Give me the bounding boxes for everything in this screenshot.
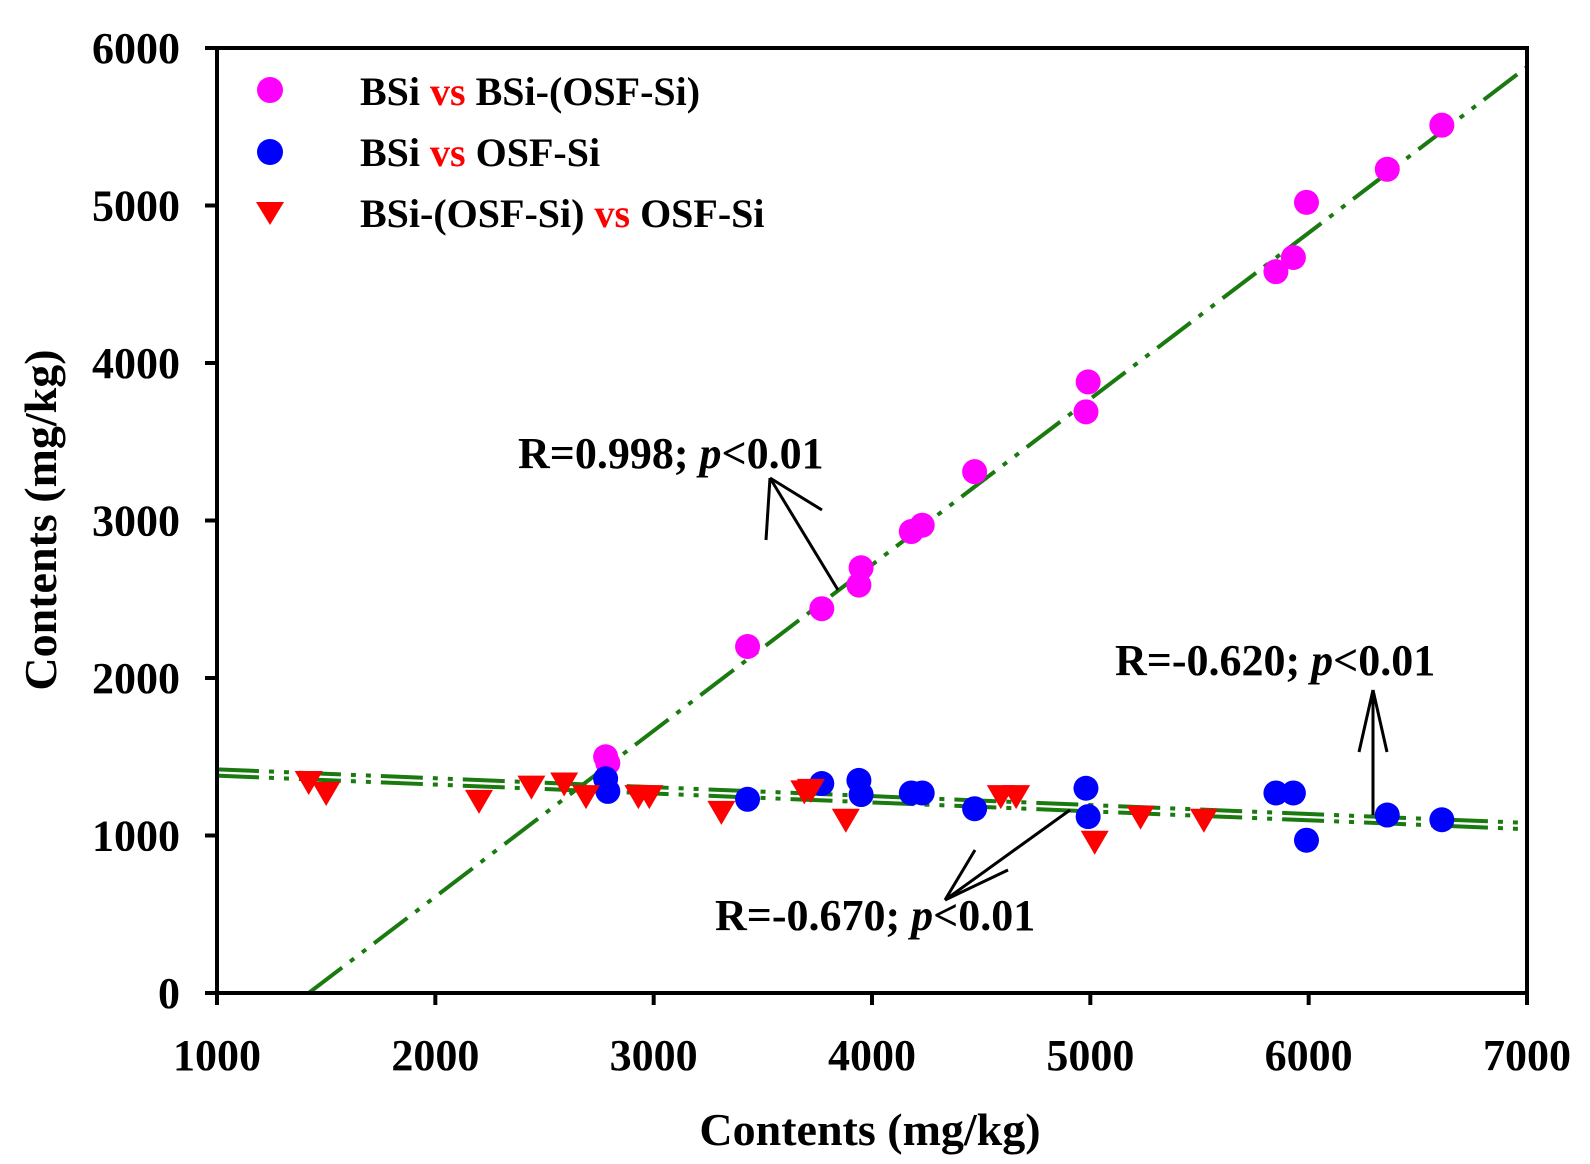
point-series-3 (1126, 805, 1155, 830)
point-series-2 (1293, 827, 1319, 853)
point-series-2 (1073, 775, 1099, 801)
point-series-3 (1189, 808, 1218, 833)
x-tick-label: 3000 (610, 1031, 698, 1080)
x-tick-label: 5000 (1046, 1031, 1134, 1080)
annotations: R=0.998; p<0.01 R=-0.620; p<0.01 R=-0.67… (518, 429, 1435, 940)
point-series-3 (707, 800, 736, 825)
legend-item-3: BSi-(OSF-Si) vs OSF-Si (360, 191, 765, 236)
x-tick-label: 1000 (173, 1031, 261, 1080)
point-series-1 (1075, 369, 1101, 395)
legend-item-2: BSi vs OSF-Si (360, 130, 600, 175)
point-series-2 (909, 780, 935, 806)
x-axis-title: Contents (mg/kg) (699, 1104, 1040, 1155)
arrow-r-0620 (1357, 689, 1389, 815)
data-points (294, 112, 1455, 855)
point-series-1 (1374, 156, 1400, 182)
y-tick-label: 3000 (92, 497, 180, 546)
y-tick-label: 0 (158, 969, 180, 1018)
point-series-2 (1429, 807, 1455, 833)
point-series-2 (595, 778, 621, 804)
point-series-1 (1429, 112, 1455, 138)
x-tick-label: 4000 (828, 1031, 916, 1080)
y-axis-title: Contents (mg/kg) (15, 349, 66, 690)
point-series-2 (1374, 802, 1400, 828)
axis-ticks: 1000 2000 3000 4000 5000 6000 7000 0 1000 2000 300… (92, 24, 1571, 1080)
x-tick-label: 2000 (391, 1031, 479, 1080)
y-tick-label: 6000 (92, 24, 180, 73)
point-series-2 (1263, 780, 1289, 806)
point-series-1 (909, 512, 935, 538)
point-series-1 (809, 596, 835, 622)
arrow-r-0670 (943, 808, 1071, 902)
point-series-3 (571, 785, 600, 810)
point-series-3 (831, 808, 860, 833)
legend-marker-red-triangle (256, 202, 284, 225)
y-tick-label: 2000 (92, 654, 180, 703)
point-series-1 (1263, 259, 1289, 285)
point-series-3 (635, 785, 664, 810)
x-tick-label: 7000 (1483, 1031, 1571, 1080)
point-series-3 (550, 772, 579, 797)
annotation-r-0998: R=0.998; p<0.01 (518, 429, 824, 478)
point-series-1 (735, 634, 761, 659)
fit-line-series-2 (217, 767, 1527, 825)
point-series-3 (312, 781, 341, 806)
plot-frame (215, 46, 1529, 995)
point-series-1 (1293, 189, 1319, 215)
x-tick-label: 6000 (1265, 1031, 1353, 1080)
point-series-1 (848, 555, 874, 581)
point-series-3 (517, 775, 546, 800)
legend-marker-magenta-circle (257, 77, 283, 103)
y-tick-label: 4000 (92, 339, 180, 388)
point-series-3 (1002, 785, 1031, 810)
point-series-3 (294, 770, 323, 795)
point-series-3 (465, 789, 493, 814)
point-series-1 (1073, 399, 1099, 425)
point-series-3 (796, 778, 825, 803)
point-series-1 (962, 459, 988, 485)
point-series-2 (735, 786, 761, 812)
point-series-2 (962, 796, 988, 822)
point-series-2 (1280, 780, 1306, 806)
annotation-r-0670: R=-0.670; p<0.01 (715, 891, 1035, 940)
point-series-2 (848, 782, 874, 808)
annotation-r-0620: R=-0.620; p<0.01 (1115, 636, 1435, 685)
y-tick-label: 5000 (92, 182, 180, 231)
arrow-r-0998 (764, 476, 840, 591)
legend: BSi vs BSi-(OSF-Si) BSi vs OSF-Si BSi-(O… (256, 69, 765, 236)
fit-line-series-3 (217, 773, 1527, 832)
point-series-1 (1280, 244, 1306, 270)
point-series-3 (1080, 830, 1109, 855)
legend-marker-blue-circle (257, 139, 283, 165)
point-series-2 (1075, 804, 1101, 830)
y-tick-label: 1000 (92, 812, 180, 861)
legend-item-1: BSi vs BSi-(OSF-Si) (360, 69, 700, 114)
